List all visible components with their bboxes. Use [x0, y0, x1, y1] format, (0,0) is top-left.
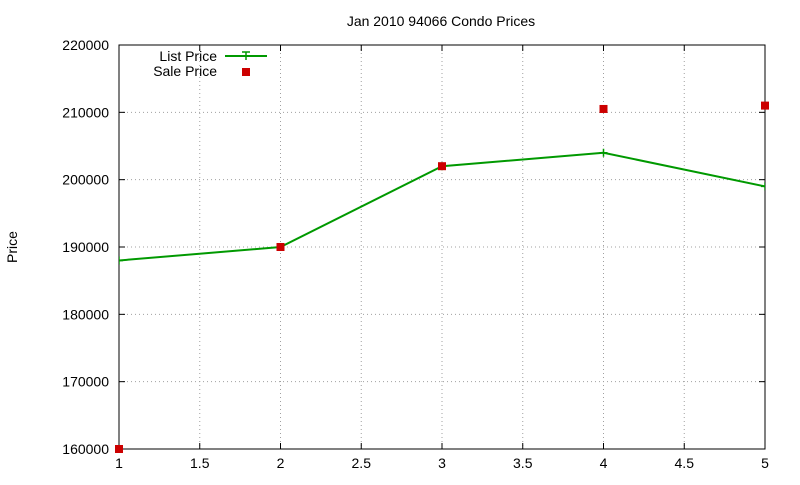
- x-tick-label: 2: [277, 455, 285, 471]
- y-tick-label: 190000: [62, 239, 109, 255]
- sale-price-point: [438, 162, 446, 171]
- y-tick-label: 200000: [62, 172, 109, 188]
- sale-price-point: [276, 243, 285, 251]
- y-tick-label: 170000: [62, 374, 109, 390]
- sale-price-point: [761, 101, 769, 110]
- x-tick-label: 2.5: [352, 455, 372, 471]
- list-price-point: [761, 182, 765, 191]
- legend-label-sale-price: Sale Price: [153, 63, 217, 79]
- x-tick-label: 4: [600, 455, 608, 471]
- y-tick-label: 210000: [62, 104, 109, 120]
- sale-price-point: [115, 445, 123, 453]
- chart-title: Jan 2010 94066 Condo Prices: [347, 13, 535, 29]
- list-price-point: [119, 256, 123, 265]
- x-tick-label: 3.5: [513, 455, 533, 471]
- legend-sale-price-marker: [242, 68, 250, 76]
- x-tick-label: 1.5: [190, 455, 210, 471]
- list-price-point: [599, 148, 608, 157]
- y-tick-label: 160000: [62, 441, 109, 457]
- x-tick-label: 1: [115, 455, 123, 471]
- x-tick-label: 4.5: [675, 455, 695, 471]
- y-tick-label: 180000: [62, 306, 109, 322]
- y-tick-label: 220000: [62, 37, 109, 53]
- legend-label-list-price: List Price: [159, 48, 217, 64]
- sale-price-point: [599, 104, 608, 113]
- legend-list-price-marker: [242, 51, 250, 60]
- axes: 1 1.5 2 2.5 3 3.5 4 4.5 5 160000 170000 180000 19000…: [62, 37, 769, 471]
- x-tick-label: 5: [761, 455, 769, 471]
- x-tick-label: 3: [438, 455, 446, 471]
- plot-area: [115, 101, 769, 453]
- y-axis-label: Price: [4, 231, 20, 263]
- grid-lines: [119, 45, 765, 449]
